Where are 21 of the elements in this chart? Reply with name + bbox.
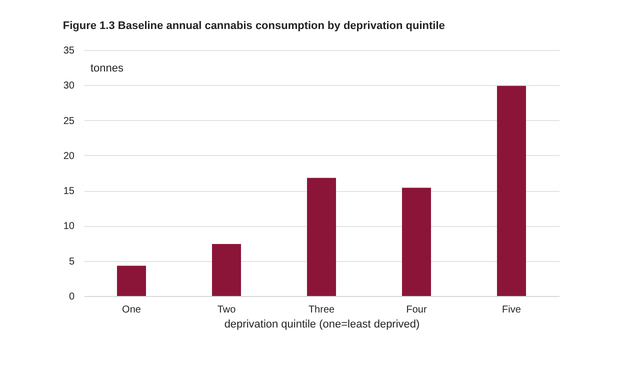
- bar: [307, 178, 336, 296]
- y-tick-label: 15: [63, 186, 75, 198]
- y-tick-label: 10: [63, 221, 75, 232]
- y-tick-label: 25: [63, 116, 75, 127]
- x-tick-label: Two: [217, 304, 236, 316]
- y-tick-label: 35: [63, 46, 75, 56]
- y-tick-label: 20: [63, 150, 75, 162]
- y-tick-label: 5: [68, 256, 75, 268]
- x-tick-label: Five: [502, 304, 522, 316]
- bar: [212, 244, 241, 296]
- x-tick-label: Three: [308, 304, 335, 316]
- bar: [402, 188, 431, 296]
- bar: [117, 266, 146, 296]
- chart-title: Figure 1.3 Baseline annual cannabis consumption by deprivation quintile: [62, 20, 445, 32]
- y-axis-title: tonnes: [90, 62, 124, 74]
- y-tick-label: 0: [68, 292, 75, 302]
- bar: [497, 86, 526, 296]
- y-tick-label: 30: [63, 80, 75, 92]
- x-axis-title: deprivation quintile (one=least deprived): [224, 318, 420, 330]
- x-tick-label: One: [122, 304, 142, 316]
- x-tick-label: Four: [406, 304, 428, 316]
